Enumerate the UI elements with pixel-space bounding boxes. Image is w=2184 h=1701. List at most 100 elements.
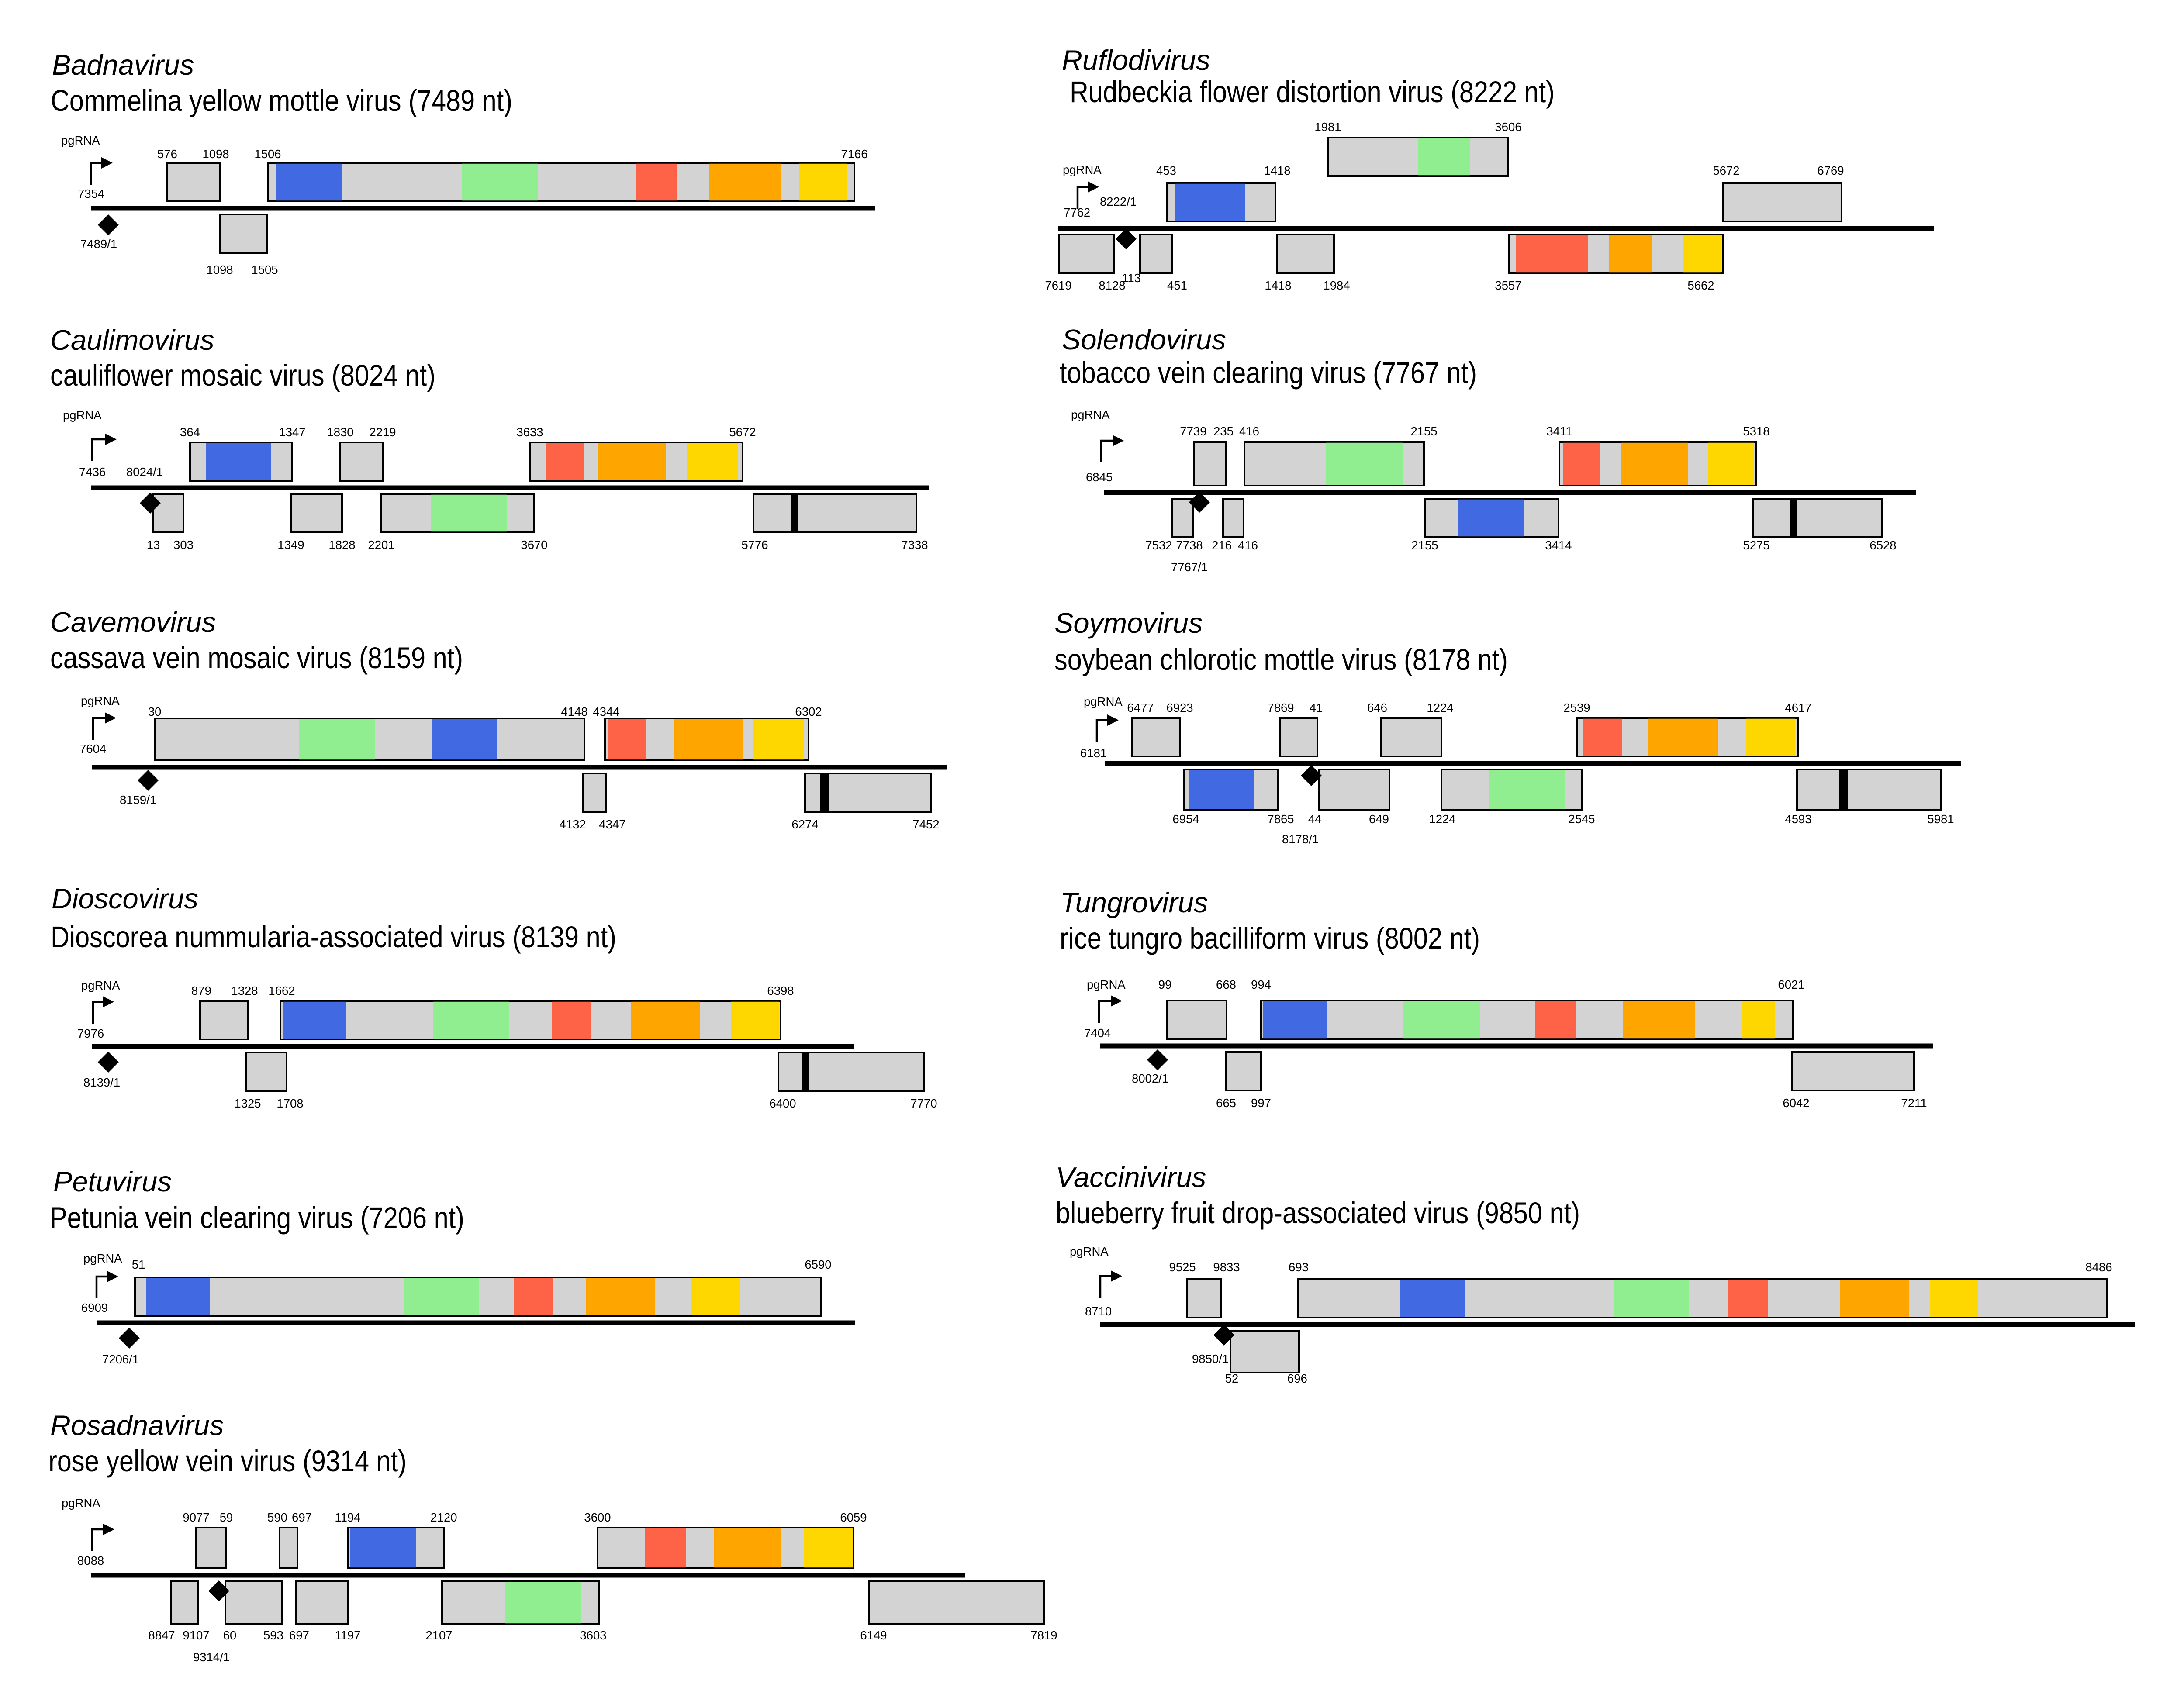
svg-text:7976: 7976 [77, 1027, 104, 1040]
svg-text:9077: 9077 [183, 1511, 209, 1524]
svg-text:994: 994 [1251, 978, 1271, 991]
svg-text:3606: 3606 [1495, 120, 1521, 134]
svg-text:416: 416 [1239, 424, 1259, 438]
svg-text:879: 879 [191, 984, 211, 997]
svg-text:Cavemovirus: Cavemovirus [50, 606, 216, 638]
svg-text:9525: 9525 [1169, 1260, 1196, 1274]
svg-text:cassava vein mosaic virus (815: cassava vein mosaic virus (8159 nt) [50, 641, 463, 675]
svg-text:1098: 1098 [206, 263, 233, 276]
svg-text:1349: 1349 [277, 538, 304, 552]
svg-text:7206/1: 7206/1 [102, 1353, 139, 1366]
svg-text:7767/1: 7767/1 [1171, 560, 1208, 574]
svg-text:8002/1: 8002/1 [1132, 1072, 1168, 1085]
svg-text:697: 697 [289, 1629, 309, 1642]
svg-text:Soymovirus: Soymovirus [1054, 607, 1203, 639]
svg-text:blueberry fruit drop-associate: blueberry fruit drop-associated virus (9… [1056, 1196, 1580, 1230]
svg-text:41: 41 [1310, 701, 1323, 714]
svg-text:416: 416 [1238, 538, 1258, 552]
svg-text:451: 451 [1167, 279, 1187, 292]
svg-text:7770: 7770 [910, 1097, 937, 1110]
svg-text:6909: 6909 [81, 1301, 108, 1315]
svg-text:6302: 6302 [795, 705, 822, 718]
svg-text:soybean chlorotic mottle virus: soybean chlorotic mottle virus (8178 nt) [1054, 643, 1508, 676]
svg-text:Petunia vein clearing virus (7: Petunia vein clearing virus (7206 nt) [50, 1201, 464, 1235]
svg-text:51: 51 [132, 1258, 145, 1271]
svg-text:9850/1: 9850/1 [1192, 1352, 1229, 1366]
svg-text:7404: 7404 [1084, 1026, 1111, 1040]
svg-text:59: 59 [220, 1511, 233, 1524]
svg-text:7338: 7338 [901, 538, 928, 552]
svg-text:60: 60 [223, 1629, 237, 1642]
svg-text:3600: 3600 [584, 1511, 611, 1524]
svg-text:7738: 7738 [1176, 538, 1203, 552]
svg-text:99: 99 [1158, 978, 1172, 991]
svg-text:Caulimovirus: Caulimovirus [50, 324, 214, 356]
svg-text:Dioscovirus: Dioscovirus [52, 883, 198, 914]
svg-text:pgRNA: pgRNA [1063, 163, 1102, 176]
svg-text:8486: 8486 [2085, 1260, 2112, 1274]
svg-text:30: 30 [148, 705, 162, 718]
svg-text:6845: 6845 [1086, 470, 1113, 484]
svg-text:2545: 2545 [1568, 812, 1595, 826]
svg-text:6400: 6400 [769, 1097, 796, 1110]
svg-text:696: 696 [1287, 1372, 1307, 1385]
svg-text:4617: 4617 [1785, 701, 1811, 714]
svg-text:235: 235 [1213, 424, 1234, 438]
svg-text:1325: 1325 [234, 1097, 261, 1110]
svg-text:1197: 1197 [335, 1629, 360, 1642]
svg-text:6477: 6477 [1127, 701, 1154, 714]
svg-text:pgRNA: pgRNA [62, 1496, 100, 1510]
svg-text:2155: 2155 [1411, 538, 1438, 552]
svg-text:8847: 8847 [148, 1629, 175, 1642]
svg-text:1098: 1098 [202, 147, 229, 161]
svg-text:7865: 7865 [1267, 812, 1294, 826]
svg-text:7604: 7604 [79, 742, 106, 756]
svg-text:646: 646 [1367, 701, 1387, 714]
svg-text:2201: 2201 [368, 538, 394, 552]
svg-text:3633: 3633 [516, 425, 543, 439]
svg-text:7436: 7436 [79, 465, 106, 479]
svg-text:Rosadnavirus: Rosadnavirus [50, 1409, 224, 1441]
svg-text:8088: 8088 [77, 1554, 104, 1567]
svg-text:pgRNA: pgRNA [81, 979, 120, 992]
svg-text:5672: 5672 [729, 425, 756, 439]
svg-text:1984: 1984 [1323, 279, 1350, 292]
svg-text:364: 364 [180, 425, 200, 439]
svg-text:665: 665 [1216, 1096, 1236, 1110]
svg-text:1830: 1830 [327, 425, 353, 439]
svg-text:rice tungro bacilliform virus: rice tungro bacilliform virus (8002 nt) [1060, 921, 1480, 955]
svg-text:6181: 6181 [1080, 746, 1107, 760]
svg-text:pgRNA: pgRNA [81, 694, 120, 707]
svg-text:8710: 8710 [1085, 1304, 1112, 1318]
svg-text:pgRNA: pgRNA [1071, 408, 1110, 421]
svg-text:7452: 7452 [912, 818, 939, 831]
svg-text:7619: 7619 [1045, 279, 1071, 292]
svg-text:1224: 1224 [1427, 701, 1453, 714]
svg-text:2539: 2539 [1563, 701, 1590, 714]
svg-text:9107: 9107 [183, 1629, 209, 1642]
svg-text:590: 590 [267, 1511, 287, 1524]
svg-text:tobacco vein clearing virus (7: tobacco vein clearing virus (7767 nt) [1060, 356, 1477, 390]
svg-text:7489/1: 7489/1 [80, 237, 117, 251]
svg-text:6274: 6274 [791, 818, 818, 831]
svg-text:Solendovirus: Solendovirus [1062, 324, 1226, 355]
svg-text:pgRNA: pgRNA [1084, 695, 1123, 708]
svg-text:13: 13 [147, 538, 160, 552]
svg-text:649: 649 [1369, 812, 1389, 826]
svg-text:7739: 7739 [1180, 424, 1206, 438]
svg-text:6769: 6769 [1817, 164, 1844, 177]
svg-text:rose yellow vein virus (9314 n: rose yellow vein virus (9314 nt) [48, 1444, 407, 1478]
svg-text:303: 303 [173, 538, 194, 552]
svg-text:8222/1: 8222/1 [1100, 195, 1137, 208]
svg-text:Petuvirus: Petuvirus [53, 1166, 172, 1197]
svg-text:576: 576 [157, 147, 177, 161]
svg-text:9833: 9833 [1213, 1260, 1240, 1274]
svg-text:Vaccinivirus: Vaccinivirus [1056, 1161, 1206, 1193]
svg-text:6528: 6528 [1870, 538, 1896, 552]
svg-text:1505: 1505 [251, 263, 278, 276]
svg-text:6590: 6590 [805, 1258, 831, 1271]
svg-text:2120: 2120 [430, 1511, 457, 1524]
svg-text:668: 668 [1216, 978, 1236, 991]
svg-text:453: 453 [1156, 164, 1176, 177]
svg-text:5672: 5672 [1713, 164, 1739, 177]
